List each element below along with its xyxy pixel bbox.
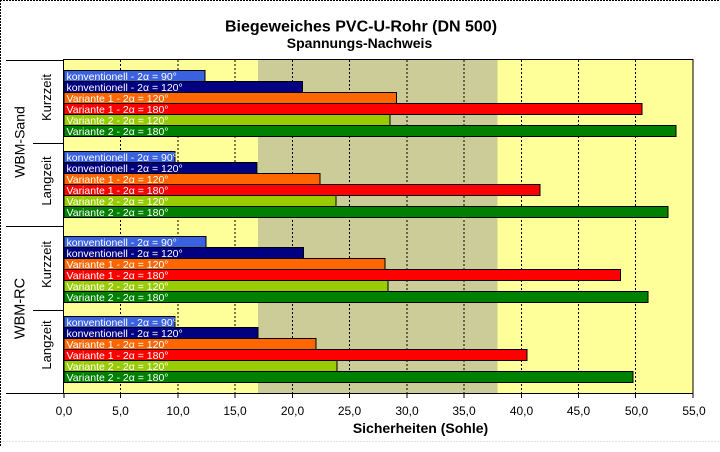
svg-text:Variante 2 - 2α = 180°: Variante 2 - 2α = 180° bbox=[67, 292, 169, 304]
svg-text:konventionell - 2α = 120°: konventionell - 2α = 120° bbox=[67, 328, 183, 340]
svg-text:konventionell - 2α = 90°: konventionell - 2α = 90° bbox=[67, 71, 177, 83]
svg-text:Variante 2 - 2α = 120°: Variante 2 - 2α = 120° bbox=[67, 196, 169, 208]
svg-text:Variante 1 - 2α = 120°: Variante 1 - 2α = 120° bbox=[67, 174, 169, 186]
svg-text:Variante 2 - 2α = 180°: Variante 2 - 2α = 180° bbox=[67, 207, 169, 219]
svg-text:konventionell - 2α = 90°: konventionell - 2α = 90° bbox=[67, 152, 177, 164]
svg-text:konventionell - 2α = 90°: konventionell - 2α = 90° bbox=[67, 317, 177, 329]
svg-text:Variante 2 - 2α = 180°: Variante 2 - 2α = 180° bbox=[67, 126, 169, 138]
svg-text:Variante 1 - 2α = 120°: Variante 1 - 2α = 120° bbox=[67, 259, 169, 271]
svg-text:Spannungs-Nachweis: Spannungs-Nachweis bbox=[287, 35, 433, 51]
svg-text:konventionell - 2α = 120°: konventionell - 2α = 120° bbox=[67, 248, 183, 260]
svg-text:Sicherheiten (Sohle): Sicherheiten (Sohle) bbox=[353, 420, 488, 436]
svg-text:Kurzzeit: Kurzzeit bbox=[39, 241, 54, 288]
svg-text:45,0: 45,0 bbox=[567, 404, 591, 418]
svg-text:Variante 2 - 2α = 120°: Variante 2 - 2α = 120° bbox=[67, 281, 169, 293]
svg-text:Variante 2 - 2α = 120°: Variante 2 - 2α = 120° bbox=[67, 115, 169, 127]
svg-text:Variante 1 - 2α = 180°: Variante 1 - 2α = 180° bbox=[67, 270, 169, 282]
svg-text:25,0: 25,0 bbox=[338, 404, 362, 418]
svg-text:40,0: 40,0 bbox=[510, 404, 534, 418]
svg-text:Langzeit: Langzeit bbox=[39, 320, 54, 370]
svg-text:Biegeweiches PVC-U-Rohr (DN 50: Biegeweiches PVC-U-Rohr (DN 500) bbox=[225, 19, 497, 36]
svg-text:55,0: 55,0 bbox=[682, 404, 706, 418]
svg-text:Variante 2 - 2α = 120°: Variante 2 - 2α = 120° bbox=[67, 361, 169, 373]
svg-text:WBM-Sand: WBM-Sand bbox=[12, 106, 28, 178]
svg-text:konventionell - 2α = 90°: konventionell - 2α = 90° bbox=[67, 237, 177, 249]
svg-text:50,0: 50,0 bbox=[625, 404, 649, 418]
svg-text:konventionell - 2α = 120°: konventionell - 2α = 120° bbox=[67, 82, 183, 94]
svg-text:0,0: 0,0 bbox=[56, 404, 73, 418]
svg-text:15,0: 15,0 bbox=[223, 404, 247, 418]
svg-text:Variante 2 - 2α = 180°: Variante 2 - 2α = 180° bbox=[67, 372, 169, 384]
svg-text:Variante 1 - 2α = 120°: Variante 1 - 2α = 120° bbox=[67, 339, 169, 351]
svg-text:Variante 1 - 2α = 180°: Variante 1 - 2α = 180° bbox=[67, 185, 169, 197]
svg-text:Variante 1 - 2α = 180°: Variante 1 - 2α = 180° bbox=[67, 104, 169, 116]
svg-text:Variante 1 - 2α = 120°: Variante 1 - 2α = 120° bbox=[67, 93, 169, 105]
svg-text:35,0: 35,0 bbox=[452, 404, 476, 418]
svg-text:Variante 1 - 2α = 180°: Variante 1 - 2α = 180° bbox=[67, 350, 169, 362]
svg-text:5,0: 5,0 bbox=[112, 404, 129, 418]
svg-text:20,0: 20,0 bbox=[281, 404, 305, 418]
svg-text:30,0: 30,0 bbox=[395, 404, 419, 418]
svg-text:10,0: 10,0 bbox=[166, 404, 190, 418]
svg-text:konventionell - 2α = 120°: konventionell - 2α = 120° bbox=[67, 163, 183, 175]
svg-text:Kurzzeit: Kurzzeit bbox=[39, 74, 54, 121]
svg-text:WBM-RC: WBM-RC bbox=[13, 278, 29, 339]
svg-text:Langzeit: Langzeit bbox=[39, 156, 54, 206]
